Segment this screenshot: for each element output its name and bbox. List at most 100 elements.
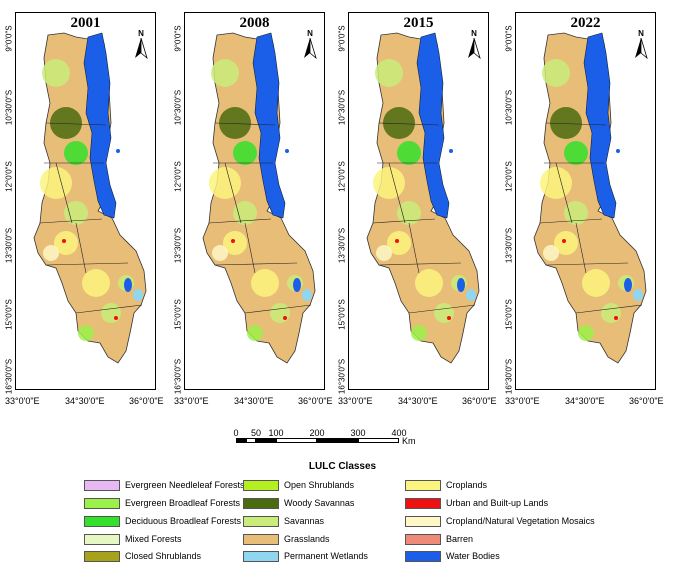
legend-item: Barren [405, 532, 473, 546]
latitude-label: 13°30'0"S [4, 227, 14, 264]
legend-item: Savannas [243, 514, 324, 528]
legend-swatch [243, 497, 279, 509]
legend-item: Croplands [405, 478, 487, 492]
urban-area [283, 316, 287, 320]
land-cover-patch [50, 107, 82, 139]
land-cover-patch [397, 201, 421, 225]
land-cover-patch [564, 201, 588, 225]
land-cover-patch [582, 269, 610, 297]
land-cover-patch [540, 167, 572, 199]
land-cover-patch [233, 201, 257, 225]
legend-label: Permanent Wetlands [284, 551, 368, 561]
legend-swatch [84, 479, 120, 491]
legend-swatch [84, 515, 120, 527]
lake-malawi [583, 32, 617, 219]
latitude-label: 10°30'0"S [337, 89, 347, 126]
latitude-label: 15°0'0"S [173, 299, 183, 330]
district-boundary [75, 222, 87, 274]
scale-tick: 100 [268, 428, 284, 438]
land-cover-patch [542, 59, 570, 87]
lake-malawi [252, 32, 286, 219]
legend-title: LULC Classes [308, 461, 377, 472]
district-boundary [575, 222, 587, 274]
legend-item: Woody Savannas [243, 496, 354, 510]
wetland [302, 289, 312, 301]
longitude-label: 33°0'0"E [5, 396, 40, 406]
lulc-map [33, 32, 147, 364]
scale-segment [276, 438, 317, 443]
latitude-label: 16°30'0"S [504, 358, 514, 395]
latitude-label: 12°0'0"S [504, 161, 514, 192]
land-cover-patch [78, 325, 94, 341]
land-cover-patch [219, 107, 251, 139]
legend-label: Water Bodies [446, 551, 500, 561]
scale-tick: 200 [309, 428, 325, 438]
latitude-label: 13°30'0"S [173, 227, 183, 264]
north-arrow-icon: N [466, 29, 482, 60]
lake-chilwa [293, 278, 301, 292]
land-cover-patch [82, 269, 110, 297]
scale-tick: 0 [233, 428, 239, 438]
district-boundary [555, 162, 573, 224]
lulc-map [366, 32, 480, 364]
legend-swatch [243, 479, 279, 491]
land-cover-patch [434, 303, 454, 323]
land-cover-patch [564, 141, 588, 165]
district-boundary [45, 122, 107, 126]
lake-malawi [83, 32, 117, 219]
urban-area [114, 316, 118, 320]
land-cover-patch [209, 167, 241, 199]
north-arrow-icon: N [633, 29, 649, 60]
land-cover-patch [415, 269, 443, 297]
scale-segment [256, 438, 276, 443]
legend-swatch [84, 497, 120, 509]
urban-area [562, 239, 566, 243]
scale-tick: 300 [350, 428, 366, 438]
scale-segment [317, 438, 358, 443]
panel-year: 2008 [239, 15, 270, 31]
legend-label: Evergreen Broadleaf Forests [125, 498, 241, 508]
longitude-label: 34°30'0"E [65, 396, 105, 406]
wetland [133, 289, 143, 301]
lulc-map [533, 32, 647, 364]
lulc-map [202, 32, 316, 364]
north-label: N [471, 29, 477, 38]
district-boundary [545, 122, 607, 126]
longitude-label: 33°0'0"E [338, 396, 373, 406]
map-panel-2022: 2022 N [515, 12, 656, 390]
land-cover-patch [212, 245, 228, 261]
district-boundary [55, 162, 73, 224]
north-arrow-icon: N [133, 29, 149, 60]
legend-label: Closed Shrublands [125, 551, 202, 561]
land-cover-patch [64, 141, 88, 165]
longitude-label: 34°30'0"E [565, 396, 605, 406]
legend-swatch [84, 550, 120, 562]
land-cover-patch [40, 167, 72, 199]
longitude-label: 34°30'0"E [398, 396, 438, 406]
latitude-label: 9°0'0"S [504, 25, 514, 52]
urban-area [614, 316, 618, 320]
district-boundary [372, 218, 436, 224]
lake-chilwa [124, 278, 132, 292]
legend-item: Grasslands [243, 532, 330, 546]
legend-swatch [243, 533, 279, 545]
land-cover-patch [233, 141, 257, 165]
map-panel-2008: 2008 N [184, 12, 325, 390]
island-waters [116, 149, 120, 153]
land-cover-patch [578, 325, 594, 341]
district-boundary [575, 304, 643, 314]
district-boundary [214, 262, 298, 266]
district-boundary [378, 122, 440, 126]
legend-label: Woody Savannas [284, 498, 355, 508]
urban-area [447, 316, 451, 320]
longitude-label: 36°0'0"E [629, 396, 664, 406]
legend-label: Evergreen Needleleaf Forests [125, 480, 245, 490]
scale-segment [246, 438, 256, 443]
legend-item: Closed Shrublands [84, 549, 201, 563]
land-cover-patch [550, 107, 582, 139]
legend-swatch [405, 497, 441, 509]
land-cover-patch [543, 245, 559, 261]
land-cover-patch [375, 59, 403, 87]
latitude-label: 13°30'0"S [337, 227, 347, 264]
north-arrow-icon: N [302, 29, 318, 60]
